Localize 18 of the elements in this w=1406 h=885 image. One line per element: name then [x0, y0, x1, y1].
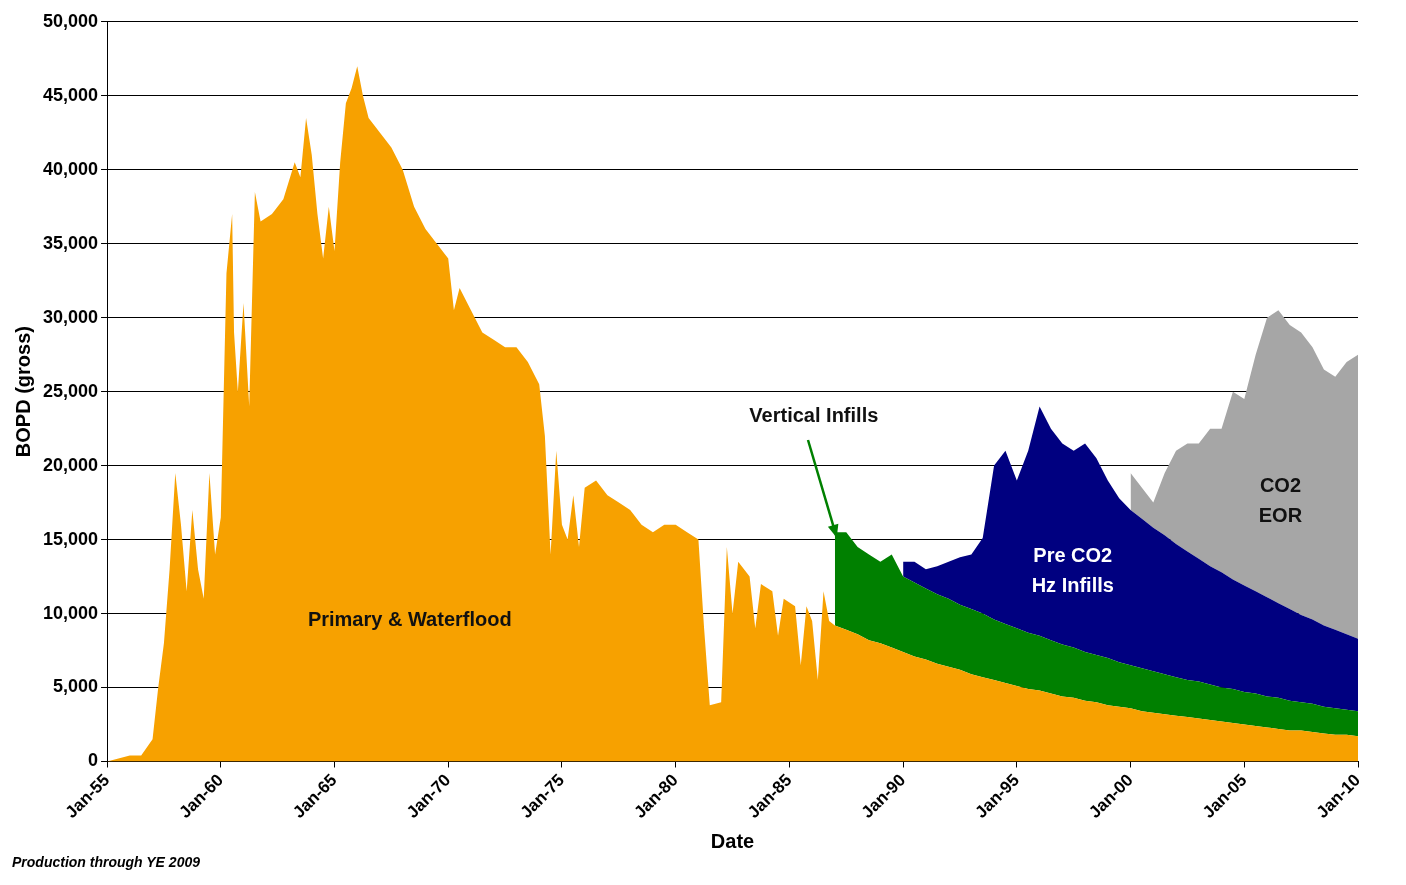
y-axis-title: BOPD (gross) — [11, 326, 34, 458]
text: Production through YE 2009 — [12, 854, 200, 870]
x-axis-title: Date — [710, 829, 755, 852]
series-label: Pre CO2 Hz Infills — [1031, 543, 1114, 596]
y-tick-label: 15,000 — [42, 528, 99, 549]
series-label: Primary & Waterflood — [307, 608, 512, 631]
text: Vertical Infills — [749, 404, 879, 427]
y-tick-label: 10,000 — [42, 602, 99, 623]
y-tick-label: 30,000 — [42, 306, 99, 327]
y-tick-label: 5,000 — [53, 676, 99, 697]
y-tick-label: 0 — [88, 750, 99, 771]
y-tick-label: 20,000 — [42, 454, 99, 475]
y-tick-label: 35,000 — [42, 232, 99, 253]
y-tick-label: 40,000 — [42, 158, 99, 179]
y-tick-label: 45,000 — [42, 84, 99, 105]
series-label: CO2 EOR — [1258, 473, 1303, 526]
y-tick-label: 25,000 — [42, 380, 99, 401]
y-tick-label: 50,000 — [42, 10, 99, 31]
